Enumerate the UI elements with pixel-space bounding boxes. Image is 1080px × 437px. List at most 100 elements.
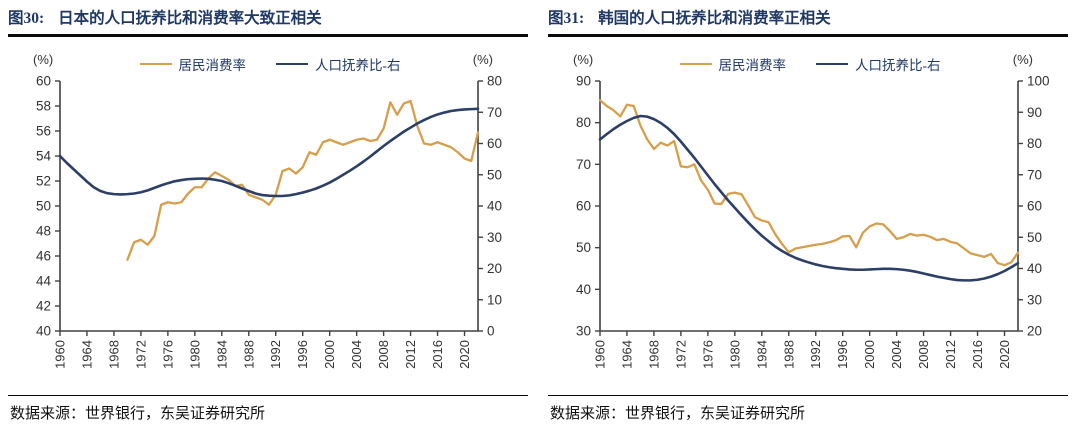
left-axis-tick-label: 50 (576, 240, 591, 255)
x-axis-tick-label: 1964 (79, 340, 94, 369)
data-source: 数据来源：世界银行，东吴证券研究所 (550, 406, 806, 423)
x-axis-tick-label: 1988 (241, 340, 256, 369)
x-axis-tick-label: 2016 (970, 340, 985, 369)
left-axis-tick-label: 60 (576, 198, 591, 213)
x-axis-tick-label: 2008 (916, 340, 931, 369)
x-axis-tick-label: 2000 (862, 340, 877, 369)
x-axis-tick-label: 1968 (646, 340, 661, 369)
x-axis-tick-label: 2004 (349, 340, 364, 369)
left-axis-unit: (%) (573, 51, 594, 67)
left-axis-tick-label: 46 (36, 248, 51, 263)
right-axis-unit: (%) (1012, 51, 1033, 67)
x-axis-tick-label: 1984 (754, 340, 769, 369)
right-axis-tick-label: 90 (1027, 105, 1042, 120)
right-axis-tick-label: 60 (1027, 198, 1042, 213)
x-axis-tick-label: 2008 (376, 340, 391, 369)
source-divider (548, 394, 1068, 397)
figure-title-korea: 图31: 韩国的人口抚养比和消费率正相关 (540, 0, 1080, 30)
series-line-dependency (598, 114, 1020, 282)
left-axis-unit: (%) (33, 51, 54, 67)
x-axis-tick-label: 1976 (700, 340, 715, 369)
legend-label-consumption: 居民消费率 (178, 57, 247, 73)
x-axis-tick-label: 1976 (160, 340, 175, 369)
x-axis-tick-label: 2012 (403, 340, 418, 369)
left-axis-tick-label: 50 (36, 198, 51, 213)
left-axis-tick-label: 42 (36, 298, 51, 313)
source-divider (8, 394, 528, 397)
x-axis-tick-label: 1984 (214, 340, 229, 369)
left-axis-tick-label: 60 (36, 73, 51, 88)
title-divider (548, 34, 1068, 37)
left-axis-tick-label: 48 (36, 223, 51, 238)
x-axis-tick-label: 1992 (268, 340, 283, 369)
x-axis-tick-label: 2000 (322, 340, 337, 369)
legend-line-dependency-icon (816, 62, 848, 66)
legend-item-consumption: 居民消费率 (139, 54, 247, 74)
line-chart-korea: 30 40 50 60 70 80 90 20 30 40 50 60 70 80 90 100 1960 196… (576, 73, 1050, 369)
x-axis-tick-label: 1988 (781, 340, 796, 369)
x-axis-tick-label: 1960 (593, 340, 608, 369)
x-axis-tick-label: 2020 (997, 340, 1012, 369)
right-axis-tick-label: 40 (487, 198, 502, 213)
left-axis-tick-label: 56 (36, 123, 51, 138)
right-axis-tick-label: 80 (1027, 136, 1042, 151)
left-axis-tick-label: 90 (576, 73, 591, 88)
legend-line-consumption-icon (679, 62, 712, 66)
right-axis-tick-label: 30 (487, 230, 502, 245)
figure-title-text: 日本的人口抚养比和消费率大致正相关 (58, 10, 322, 27)
chart-legend: 居民消费率 人口抚养比-右 (0, 54, 540, 74)
series-line-dependency (58, 107, 480, 198)
figure-number: 图30: (8, 10, 45, 27)
legend-line-consumption-icon (139, 62, 172, 66)
series-line-consumption (598, 98, 1020, 267)
x-axis-tick-label: 2020 (457, 340, 472, 369)
right-axis-tick-label: 0 (487, 323, 495, 338)
x-axis-tick-label: 2016 (430, 340, 445, 369)
right-axis-tick-label: 40 (1027, 261, 1042, 276)
legend-item-dependency: 人口抚养比-右 (276, 54, 401, 74)
right-axis-tick-label: 60 (487, 136, 502, 151)
figure-number: 图31: (548, 10, 585, 27)
right-axis-tick-label: 100 (1027, 73, 1050, 88)
x-axis-tick-label: 2004 (889, 340, 904, 369)
right-axis-tick-label: 70 (1027, 167, 1042, 182)
left-axis-tick-label: 70 (576, 157, 591, 172)
right-axis-tick-label: 30 (1027, 292, 1042, 307)
figure-title-japan: 图30: 日本的人口抚养比和消费率大致正相关 (0, 0, 540, 30)
line-chart-japan: 40 42 44 46 48 50 52 54 56 58 60 0 10 20 30 40 50 60 70 80 1… (36, 73, 502, 369)
legend-item-dependency: 人口抚养比-右 (816, 54, 941, 74)
data-source: 数据来源：世界银行，东吴证券研究所 (10, 406, 266, 423)
panel-japan: 图30: 日本的人口抚养比和消费率大致正相关 (%) (%) 居民消费率 人口抚养… (0, 0, 540, 423)
right-axis-unit: (%) (472, 51, 493, 67)
right-axis-tick-label: 20 (487, 261, 502, 276)
x-axis-tick-label: 1972 (133, 340, 148, 369)
x-axis-tick-label: 1980 (727, 340, 742, 369)
x-axis-tick-label: 1972 (673, 340, 688, 369)
legend-label-dependency: 人口抚养比-右 (855, 57, 941, 73)
left-axis-tick-label: 52 (36, 173, 51, 188)
x-axis-tick-label: 2012 (943, 340, 958, 369)
right-axis-tick-label: 10 (487, 292, 502, 307)
right-axis-tick-label: 50 (487, 167, 502, 182)
left-axis-tick-label: 40 (576, 282, 591, 297)
legend-label-dependency: 人口抚养比-右 (315, 57, 401, 73)
x-axis-tick-label: 1968 (106, 340, 121, 369)
right-axis-tick-label: 70 (487, 105, 502, 120)
chart-legend: 居民消费率 人口抚养比-右 (540, 54, 1080, 74)
left-axis-tick-label: 40 (36, 323, 51, 338)
left-axis-tick-label: 44 (36, 273, 52, 288)
x-axis-tick-label: 1964 (619, 340, 634, 369)
right-axis-tick-label: 20 (1027, 323, 1042, 338)
right-axis-tick-label: 50 (1027, 230, 1042, 245)
legend-item-consumption: 居民消费率 (679, 54, 787, 74)
left-axis-tick-label: 58 (36, 98, 51, 113)
left-axis-tick-label: 30 (576, 323, 591, 338)
title-divider (8, 34, 528, 37)
x-axis-tick-label: 1980 (187, 340, 202, 369)
legend-label-consumption: 居民消费率 (718, 57, 787, 73)
x-axis-tick-label: 1960 (53, 340, 68, 369)
x-axis-tick-label: 1996 (835, 340, 850, 369)
x-axis-tick-label: 1996 (295, 340, 310, 369)
x-axis-tick-label: 1992 (808, 340, 823, 369)
